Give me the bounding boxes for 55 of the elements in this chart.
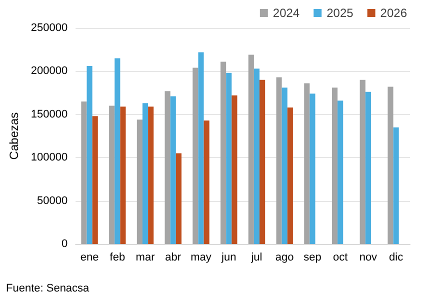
- bar: [86, 66, 92, 244]
- legend-label: 2024: [272, 6, 300, 20]
- y-tick-label: 150000: [30, 108, 68, 120]
- x-tick-label: feb: [110, 252, 126, 264]
- bar: [170, 96, 176, 244]
- legend-label: 2025: [326, 6, 354, 20]
- x-tick-label: mar: [136, 252, 156, 264]
- bar: [310, 94, 316, 244]
- bar: [192, 68, 198, 244]
- bar: [148, 106, 154, 244]
- y-axis-title: Cabezas: [7, 112, 21, 160]
- legend-label: 2026: [380, 6, 408, 20]
- x-tick-label: sep: [304, 252, 322, 264]
- bar: [304, 83, 310, 244]
- bar: [136, 120, 142, 244]
- x-tick-label: oct: [332, 252, 348, 264]
- bar: [260, 80, 266, 244]
- bar: [248, 54, 254, 244]
- bar: [393, 127, 399, 244]
- bar: [176, 153, 182, 244]
- bar: [164, 91, 170, 244]
- x-tick-label: nov: [359, 252, 378, 264]
- y-tick-label: 200000: [30, 65, 68, 78]
- bar: [120, 106, 126, 244]
- bar: [109, 106, 115, 244]
- y-tick-label: 250000: [30, 22, 68, 34]
- bar: [332, 88, 338, 244]
- x-tick-label: jul: [250, 252, 262, 264]
- x-tick-label: ene: [80, 252, 99, 264]
- bar: [226, 72, 232, 244]
- bar: [388, 86, 394, 244]
- bar: [276, 77, 282, 244]
- bar: [92, 116, 98, 244]
- source-note: Fuente: Senacsa: [6, 282, 90, 294]
- x-tick-label: ago: [275, 252, 294, 264]
- x-tick-label: abr: [165, 252, 182, 264]
- bar: [287, 107, 293, 244]
- bar: [81, 101, 87, 244]
- y-tick-label: 0: [61, 238, 68, 250]
- x-tick-label: jun: [220, 252, 236, 264]
- y-tick-label: 50000: [37, 194, 68, 207]
- bar: [114, 58, 120, 244]
- bar: [232, 95, 238, 244]
- y-tick-label: 100000: [30, 152, 68, 164]
- bar: [198, 52, 204, 244]
- bar: [204, 120, 210, 244]
- bar: [282, 88, 288, 244]
- bar: [360, 80, 366, 244]
- bar: [220, 62, 226, 244]
- x-tick-label: may: [190, 252, 212, 264]
- bar: [365, 92, 371, 244]
- x-tick-label: dic: [389, 252, 404, 264]
- bar: [338, 100, 344, 244]
- bar: [142, 103, 148, 244]
- bar: [254, 68, 260, 244]
